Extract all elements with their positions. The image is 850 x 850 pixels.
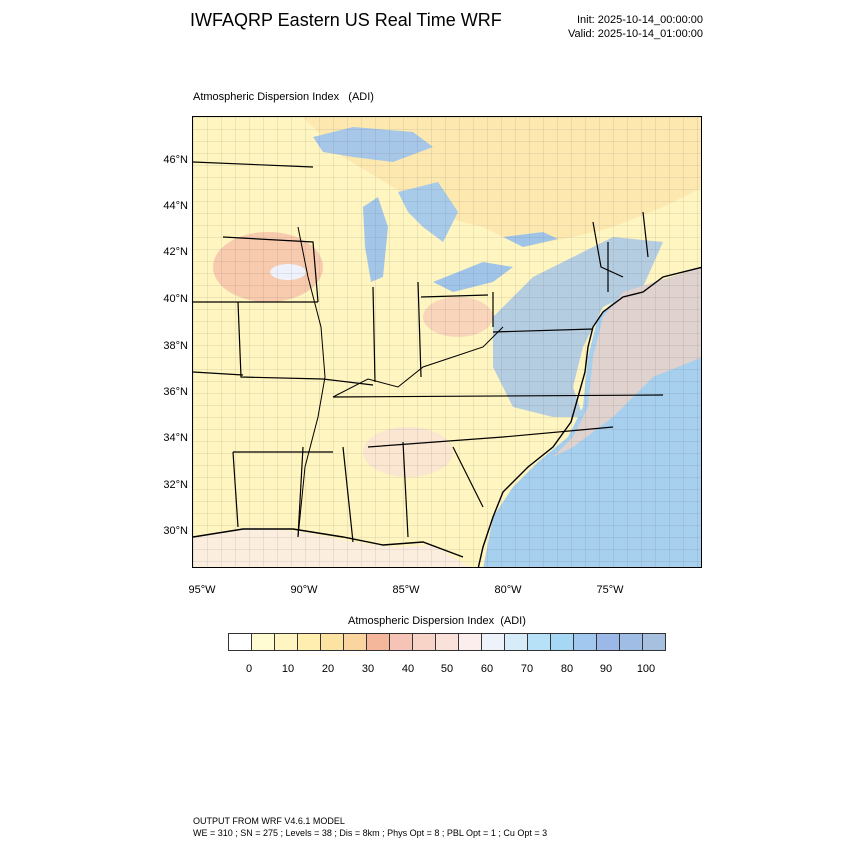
lon-label: 90°W xyxy=(290,584,318,596)
lon-label: 75°W xyxy=(596,584,624,596)
colorbar-swatch xyxy=(436,634,459,650)
colorbar-label: 60 xyxy=(480,663,494,675)
lat-label: 34°N xyxy=(163,432,188,444)
lat-label: 40°N xyxy=(163,293,188,305)
model-parameters: WE = 310 ; SN = 275 ; Levels = 38 ; Dis … xyxy=(193,828,548,838)
lat-label: 46°N xyxy=(163,154,188,166)
lat-label: 42°N xyxy=(163,246,188,258)
page-title: IWFAQRP Eastern US Real Time WRF xyxy=(190,10,502,30)
colorbar-swatch xyxy=(229,634,252,650)
colorbar-swatch xyxy=(367,634,390,650)
colorbar-label: 100 xyxy=(636,663,656,675)
adi-map xyxy=(192,116,702,568)
colorbar-label: 10 xyxy=(281,663,295,675)
lon-label: 85°W xyxy=(392,584,420,596)
map-canvas xyxy=(193,117,701,567)
init-time: Init: 2025-10-14_00:00:00 xyxy=(577,14,703,26)
colorbar-title: Atmospheric Dispersion Index (ADI) xyxy=(348,615,526,627)
map-title: Atmospheric Dispersion Index (ADI) xyxy=(193,91,374,103)
colorbar-swatch xyxy=(413,634,436,650)
ohio-river xyxy=(332,326,504,398)
lat-label: 30°N xyxy=(163,525,188,537)
state-borders xyxy=(193,161,664,543)
colorbar-label: 0 xyxy=(245,663,253,675)
colorbar-swatch xyxy=(459,634,482,650)
colorbar-swatch xyxy=(574,634,597,650)
colorbar-swatch xyxy=(528,634,551,650)
colorbar-label: 80 xyxy=(560,663,574,675)
lat-label: 44°N xyxy=(163,200,188,212)
time-info: Init: 2025-10-14_00:00:00 Valid: 2025-10… xyxy=(568,13,703,41)
colorbar-swatch xyxy=(390,634,413,650)
colorbar-swatch xyxy=(275,634,298,650)
colorbar-swatch xyxy=(298,634,321,650)
gulf-coastline xyxy=(193,528,464,558)
lat-label: 38°N xyxy=(163,340,188,352)
lat-label: 32°N xyxy=(163,479,188,491)
mississippi-river xyxy=(297,226,326,538)
county-grid xyxy=(193,117,701,567)
colorbar-label: 40 xyxy=(401,663,415,675)
model-info-footer: OUTPUT FROM WRF V4.6.1 MODEL WE = 310 ; … xyxy=(193,815,547,839)
colorbar-swatch xyxy=(643,634,665,650)
colorbar-label: 20 xyxy=(321,663,335,675)
colorbar-label: 70 xyxy=(520,663,534,675)
colorbar-label: 50 xyxy=(440,663,454,675)
colorbar-swatch xyxy=(482,634,505,650)
colorbar xyxy=(228,633,666,651)
colorbar-swatch xyxy=(321,634,344,650)
atlantic-coastline xyxy=(477,266,701,567)
colorbar-swatch xyxy=(597,634,620,650)
colorbar-swatch xyxy=(344,634,367,650)
colorbar-label: 90 xyxy=(599,663,613,675)
lon-label: 80°W xyxy=(494,584,522,596)
lon-label: 95°W xyxy=(188,584,216,596)
valid-time: Valid: 2025-10-14_01:00:00 xyxy=(568,28,703,40)
colorbar-label: 30 xyxy=(361,663,375,675)
lat-label: 36°N xyxy=(163,386,188,398)
colorbar-swatch xyxy=(252,634,275,650)
colorbar-swatch xyxy=(505,634,528,650)
model-version: OUTPUT FROM WRF V4.6.1 MODEL xyxy=(193,816,345,826)
colorbar-swatch xyxy=(620,634,643,650)
colorbar-swatch xyxy=(551,634,574,650)
